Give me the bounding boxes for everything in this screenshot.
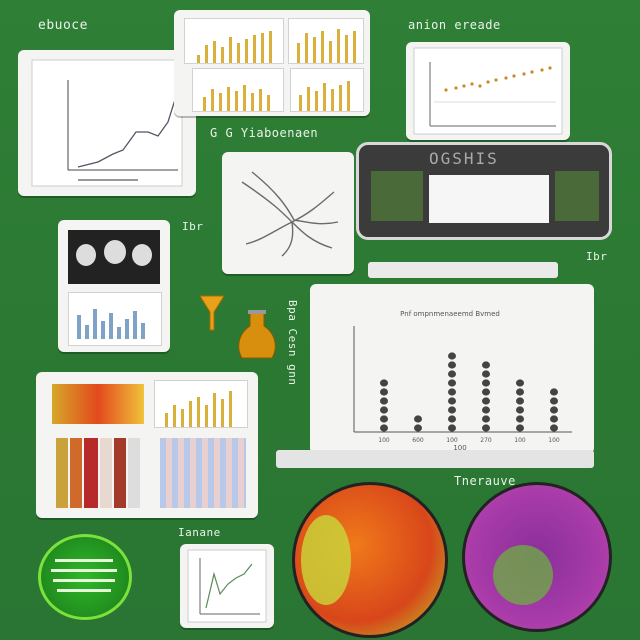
chart-dot — [448, 406, 456, 414]
mini-bar-chart-5 — [154, 380, 248, 428]
chart-dot — [448, 361, 456, 369]
chart-dot — [482, 397, 490, 405]
mini-bar-chart-2 — [288, 18, 364, 64]
device-panel: OGSHIS — [356, 142, 612, 240]
line-series — [77, 89, 179, 168]
label-side-right: Ibr — [586, 250, 608, 263]
mini-bar-chart-1 — [184, 18, 284, 64]
chart-dot — [448, 415, 456, 423]
chart-dot — [550, 388, 558, 396]
chart-dot — [482, 370, 490, 378]
chart-dot — [482, 424, 490, 432]
chart-dot — [380, 406, 388, 414]
funnel-icon — [199, 295, 225, 331]
device-screen-right — [555, 171, 599, 221]
chart-dot — [550, 415, 558, 423]
chart-dot — [550, 406, 558, 414]
chart-dot — [380, 424, 388, 432]
chart-dot — [482, 361, 490, 369]
chart-dot — [448, 370, 456, 378]
chart-dot — [516, 379, 524, 387]
scatter-chart — [413, 47, 563, 135]
chart-dot — [414, 424, 422, 432]
chart-dot — [380, 388, 388, 396]
label-side-left: Ibr — [182, 220, 204, 233]
image-bar-card — [58, 220, 170, 352]
colored-panels-card — [36, 372, 258, 518]
chart-dot — [516, 415, 524, 423]
chart-dot — [380, 415, 388, 423]
x-tick-label: 600 — [412, 437, 424, 444]
chart-dot — [550, 424, 558, 432]
device-title: OGSHIS — [429, 149, 499, 168]
label-mid: G G Yiaboenaen — [210, 126, 319, 140]
line-chart-card — [18, 50, 196, 196]
branching-diagram-card — [222, 152, 354, 274]
x-tick-label: 100 — [446, 437, 458, 444]
chart-dot — [516, 424, 524, 432]
label-top-right: anion ereade — [408, 18, 501, 32]
label-bottom-mid: Ianane — [178, 526, 221, 539]
x-tick-label: 270 — [480, 437, 492, 444]
scatter-chart-card — [406, 42, 570, 140]
heat-strip — [52, 384, 144, 424]
chart-dot — [380, 397, 388, 405]
chart-dot — [448, 388, 456, 396]
chart-dot — [414, 415, 422, 423]
chart-xlabel: 100 — [453, 444, 466, 452]
branching-structure-icon — [241, 171, 339, 257]
orange-texture-circle — [292, 482, 448, 638]
x-tick-label: 100 — [514, 437, 526, 444]
main-bar-chart-card: Pnf ompnmenaeemd Bvmed 100 100 600 100 270 1… — [310, 284, 594, 454]
mini-blue-bars — [68, 292, 162, 346]
main-chart-device: Pnf ompnmenaeemd Bvmed 100 100 600 100 270 1… — [276, 262, 594, 472]
grid-heatmap — [160, 438, 246, 508]
chart-dot — [516, 388, 524, 396]
chart-dot — [448, 424, 456, 432]
chart-dot — [482, 415, 490, 423]
green-badge — [38, 534, 132, 620]
chart-dot — [550, 397, 558, 405]
mini-bar-chart-4 — [290, 68, 364, 112]
main-bar-chart: Pnf ompnmenaeemd Bvmed 100 100 600 100 270 1… — [353, 310, 572, 452]
line-chart — [31, 59, 183, 187]
label-bottom-right: Tnerauve — [454, 474, 516, 488]
small-line-chart — [187, 549, 267, 623]
label-top-left: ebuoce — [38, 18, 88, 33]
chart-dot — [516, 397, 524, 405]
small-line-chart-card — [180, 544, 274, 628]
chart-dot — [448, 397, 456, 405]
chart-title: Pnf ompnmenaeemd Bvmed — [400, 310, 500, 318]
purple-texture-circle — [462, 482, 612, 632]
chart-dot — [482, 406, 490, 414]
mini-bar-chart-3 — [192, 68, 284, 112]
photo-panel — [68, 230, 160, 284]
chart-dot — [448, 379, 456, 387]
device-screen-left — [371, 171, 423, 221]
flask-icon — [238, 310, 276, 359]
x-tick-label: 100 — [378, 437, 390, 444]
device-screen-center — [429, 175, 549, 223]
x-tick-label: 100 — [548, 437, 560, 444]
bar-charts-card — [174, 10, 370, 116]
chart-dot — [380, 379, 388, 387]
chart-dot — [482, 388, 490, 396]
color-columns — [56, 438, 142, 508]
chart-dot — [448, 352, 456, 360]
label-vertical-mid: Bpa Cesn gnn — [286, 300, 299, 386]
chart-dot — [516, 406, 524, 414]
chart-dot — [482, 379, 490, 387]
